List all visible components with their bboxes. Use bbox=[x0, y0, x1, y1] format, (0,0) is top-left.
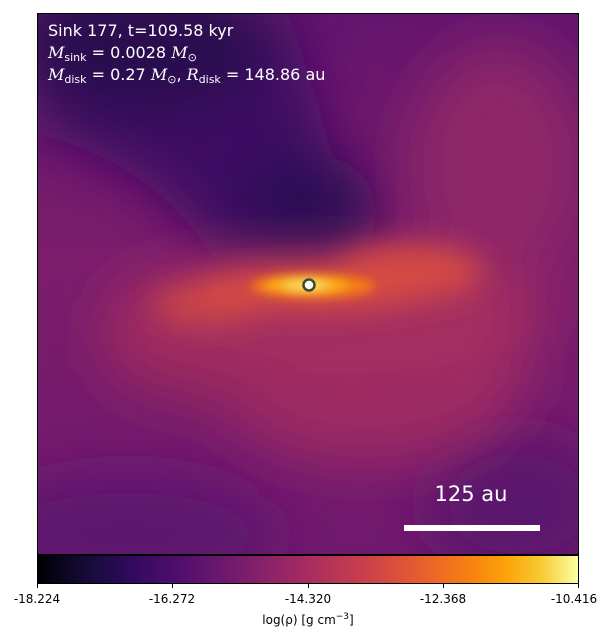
dark-outflow-region bbox=[38, 14, 578, 554]
colorbar-tick-label: -18.224 bbox=[13, 592, 61, 606]
colorbar-tick bbox=[172, 584, 173, 588]
colorbar-tick bbox=[308, 584, 309, 588]
scalebar-line bbox=[404, 525, 540, 531]
colorbar-tick-label: -10.416 bbox=[550, 592, 598, 606]
sink-mass-label: Msink = 0.0028 M⊙ bbox=[48, 43, 197, 64]
sink-time-label: Sink 177, t=109.58 kyr bbox=[48, 21, 234, 40]
colorbar-tick bbox=[37, 584, 38, 588]
colorbar-label: log(ρ) [g cm−3] bbox=[262, 612, 354, 627]
scalebar-label: 125 au bbox=[434, 482, 508, 506]
colorbar-tick-label: -14.320 bbox=[284, 592, 332, 606]
sink-marker bbox=[302, 278, 316, 292]
colorbar bbox=[37, 555, 579, 584]
colorbar-tick-label: -16.272 bbox=[148, 592, 196, 606]
colorbar-tick-label: -12.368 bbox=[419, 592, 467, 606]
density-map bbox=[38, 14, 578, 554]
colorbar-tick bbox=[578, 584, 579, 588]
density-map-panel: Sink 177, t=109.58 kyr Msink = 0.0028 M⊙… bbox=[37, 13, 579, 555]
colorbar-tick bbox=[443, 584, 444, 588]
disk-mass-radius-label: Mdisk = 0.27 M⊙, Rdisk = 148.86 au bbox=[48, 65, 326, 86]
